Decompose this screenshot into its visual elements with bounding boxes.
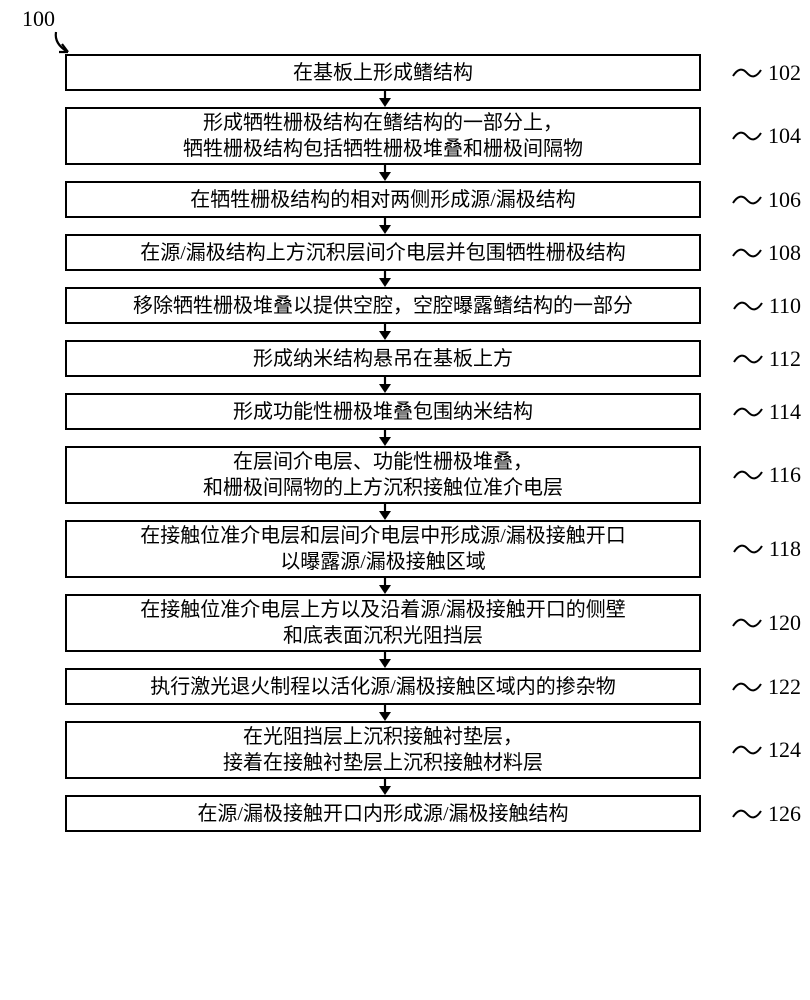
- step-reference-number: 106: [768, 187, 801, 213]
- process-text: 接着在接触衬垫层上沉积接触材料层: [223, 750, 543, 776]
- flow-step: 在源/漏极接触开口内形成源/漏极接触结构126: [65, 795, 705, 832]
- process-text: 形成功能性栅极堆叠包围纳米结构: [233, 399, 533, 425]
- brace-icon: [733, 468, 763, 482]
- brace-icon: [733, 299, 763, 313]
- flow-step: 形成纳米结构悬吊在基板上方112: [65, 340, 705, 377]
- process-text: 在源/漏极接触开口内形成源/漏极接触结构: [197, 801, 568, 827]
- connector-arrow-icon: [65, 218, 705, 234]
- step-reference: 102: [732, 60, 801, 86]
- process-text: 在基板上形成鳍结构: [293, 60, 473, 86]
- step-reference: 118: [733, 536, 801, 562]
- step-reference-number: 122: [768, 674, 801, 700]
- step-reference-number: 102: [768, 60, 801, 86]
- brace-icon: [732, 129, 762, 143]
- step-reference-number: 124: [768, 737, 801, 763]
- flow-step: 在源/漏极结构上方沉积层间介电层并包围牺牲栅极结构108: [65, 234, 705, 271]
- process-text: 移除牺牲栅极堆叠以提供空腔，空腔曝露鳍结构的一部分: [133, 293, 633, 319]
- flow-step: 在接触位准介电层上方以及沿着源/漏极接触开口的侧壁和底表面沉积光阻挡层120: [65, 594, 705, 652]
- connector-arrow-icon: [65, 165, 705, 181]
- connector-arrow-icon: [65, 504, 705, 520]
- brace-icon: [733, 352, 763, 366]
- process-text: 在接触位准介电层上方以及沿着源/漏极接触开口的侧壁: [140, 597, 626, 623]
- step-reference-number: 116: [769, 462, 801, 488]
- process-text: 牺牲栅极结构包括牺牲栅极堆叠和栅极间隔物: [183, 136, 583, 162]
- brace-icon: [732, 743, 762, 757]
- process-box: 在光阻挡层上沉积接触衬垫层，接着在接触衬垫层上沉积接触材料层: [65, 721, 701, 779]
- flow-step: 形成牺牲栅极结构在鳍结构的一部分上，牺牲栅极结构包括牺牲栅极堆叠和栅极间隔物10…: [65, 107, 705, 165]
- flow-step: 在光阻挡层上沉积接触衬垫层，接着在接触衬垫层上沉积接触材料层124: [65, 721, 705, 779]
- connector-arrow-icon: [65, 578, 705, 594]
- brace-icon: [733, 405, 763, 419]
- flow-step: 在接触位准介电层和层间介电层中形成源/漏极接触开口以曝露源/漏极接触区域118: [65, 520, 705, 578]
- process-box: 在接触位准介电层上方以及沿着源/漏极接触开口的侧壁和底表面沉积光阻挡层: [65, 594, 701, 652]
- process-box: 在源/漏极结构上方沉积层间介电层并包围牺牲栅极结构: [65, 234, 701, 271]
- step-reference-number: 104: [768, 123, 801, 149]
- flow-step: 在基板上形成鳍结构102: [65, 54, 705, 91]
- brace-icon: [732, 680, 762, 694]
- brace-icon: [732, 66, 762, 80]
- step-reference: 114: [733, 399, 801, 425]
- connector-arrow-icon: [65, 377, 705, 393]
- process-box: 在基板上形成鳍结构: [65, 54, 701, 91]
- step-reference-number: 126: [768, 801, 801, 827]
- process-text: 在光阻挡层上沉积接触衬垫层，: [243, 724, 523, 750]
- brace-icon: [732, 807, 762, 821]
- step-reference: 122: [732, 674, 801, 700]
- process-box: 在层间介电层、功能性栅极堆叠，和栅极间隔物的上方沉积接触位准介电层: [65, 446, 701, 504]
- flow-step: 移除牺牲栅极堆叠以提供空腔，空腔曝露鳍结构的一部分110: [65, 287, 705, 324]
- step-reference: 124: [732, 737, 801, 763]
- connector-arrow-icon: [65, 705, 705, 721]
- step-reference-number: 114: [769, 399, 801, 425]
- process-text: 和栅极间隔物的上方沉积接触位准介电层: [203, 475, 563, 501]
- process-text: 在牺牲栅极结构的相对两侧形成源/漏极结构: [190, 187, 576, 213]
- step-reference-number: 110: [769, 293, 801, 319]
- process-box: 执行激光退火制程以活化源/漏极接触区域内的掺杂物: [65, 668, 701, 705]
- step-reference-number: 112: [769, 346, 801, 372]
- step-reference-number: 108: [768, 240, 801, 266]
- process-box: 形成功能性栅极堆叠包围纳米结构: [65, 393, 701, 430]
- step-reference: 126: [732, 801, 801, 827]
- step-reference: 112: [733, 346, 801, 372]
- flow-step: 在层间介电层、功能性栅极堆叠，和栅极间隔物的上方沉积接触位准介电层116: [65, 446, 705, 504]
- flow-step: 形成功能性栅极堆叠包围纳米结构114: [65, 393, 705, 430]
- step-reference-number: 118: [769, 536, 801, 562]
- flow-step: 执行激光退火制程以活化源/漏极接触区域内的掺杂物122: [65, 668, 705, 705]
- step-reference: 104: [732, 123, 801, 149]
- process-text: 形成牺牲栅极结构在鳍结构的一部分上，: [203, 110, 563, 136]
- brace-icon: [732, 616, 762, 630]
- process-text: 执行激光退火制程以活化源/漏极接触区域内的掺杂物: [150, 674, 616, 700]
- step-reference: 110: [733, 293, 801, 319]
- step-reference: 120: [732, 610, 801, 636]
- figure-number: 100: [22, 6, 55, 32]
- connector-arrow-icon: [65, 652, 705, 668]
- process-text: 和底表面沉积光阻挡层: [283, 623, 483, 649]
- step-reference-number: 120: [768, 610, 801, 636]
- process-text: 形成纳米结构悬吊在基板上方: [253, 346, 513, 372]
- connector-arrow-icon: [65, 779, 705, 795]
- process-box: 形成牺牲栅极结构在鳍结构的一部分上，牺牲栅极结构包括牺牲栅极堆叠和栅极间隔物: [65, 107, 701, 165]
- process-box: 在牺牲栅极结构的相对两侧形成源/漏极结构: [65, 181, 701, 218]
- flowchart-canvas: 100 在基板上形成鳍结构102形成牺牲栅极结构在鳍结构的一部分上，牺牲栅极结构…: [0, 0, 810, 1000]
- process-text: 以曝露源/漏极接触区域: [280, 549, 486, 575]
- process-text: 在源/漏极结构上方沉积层间介电层并包围牺牲栅极结构: [140, 240, 626, 266]
- process-box: 在接触位准介电层和层间介电层中形成源/漏极接触开口以曝露源/漏极接触区域: [65, 520, 701, 578]
- step-reference: 116: [733, 462, 801, 488]
- step-reference: 106: [732, 187, 801, 213]
- flow-step: 在牺牲栅极结构的相对两侧形成源/漏极结构106: [65, 181, 705, 218]
- brace-icon: [732, 246, 762, 260]
- connector-arrow-icon: [65, 324, 705, 340]
- step-reference: 108: [732, 240, 801, 266]
- process-text: 在层间介电层、功能性栅极堆叠，: [233, 449, 533, 475]
- brace-icon: [733, 542, 763, 556]
- process-box: 移除牺牲栅极堆叠以提供空腔，空腔曝露鳍结构的一部分: [65, 287, 701, 324]
- brace-icon: [732, 193, 762, 207]
- process-box: 形成纳米结构悬吊在基板上方: [65, 340, 701, 377]
- process-box: 在源/漏极接触开口内形成源/漏极接触结构: [65, 795, 701, 832]
- flowchart-column: 在基板上形成鳍结构102 形成牺牲栅极结构在鳍结构的一部分上，牺牲栅极结构包括牺牲…: [65, 54, 705, 832]
- connector-arrow-icon: [65, 271, 705, 287]
- connector-arrow-icon: [65, 91, 705, 107]
- process-text: 在接触位准介电层和层间介电层中形成源/漏极接触开口: [140, 523, 626, 549]
- connector-arrow-icon: [65, 430, 705, 446]
